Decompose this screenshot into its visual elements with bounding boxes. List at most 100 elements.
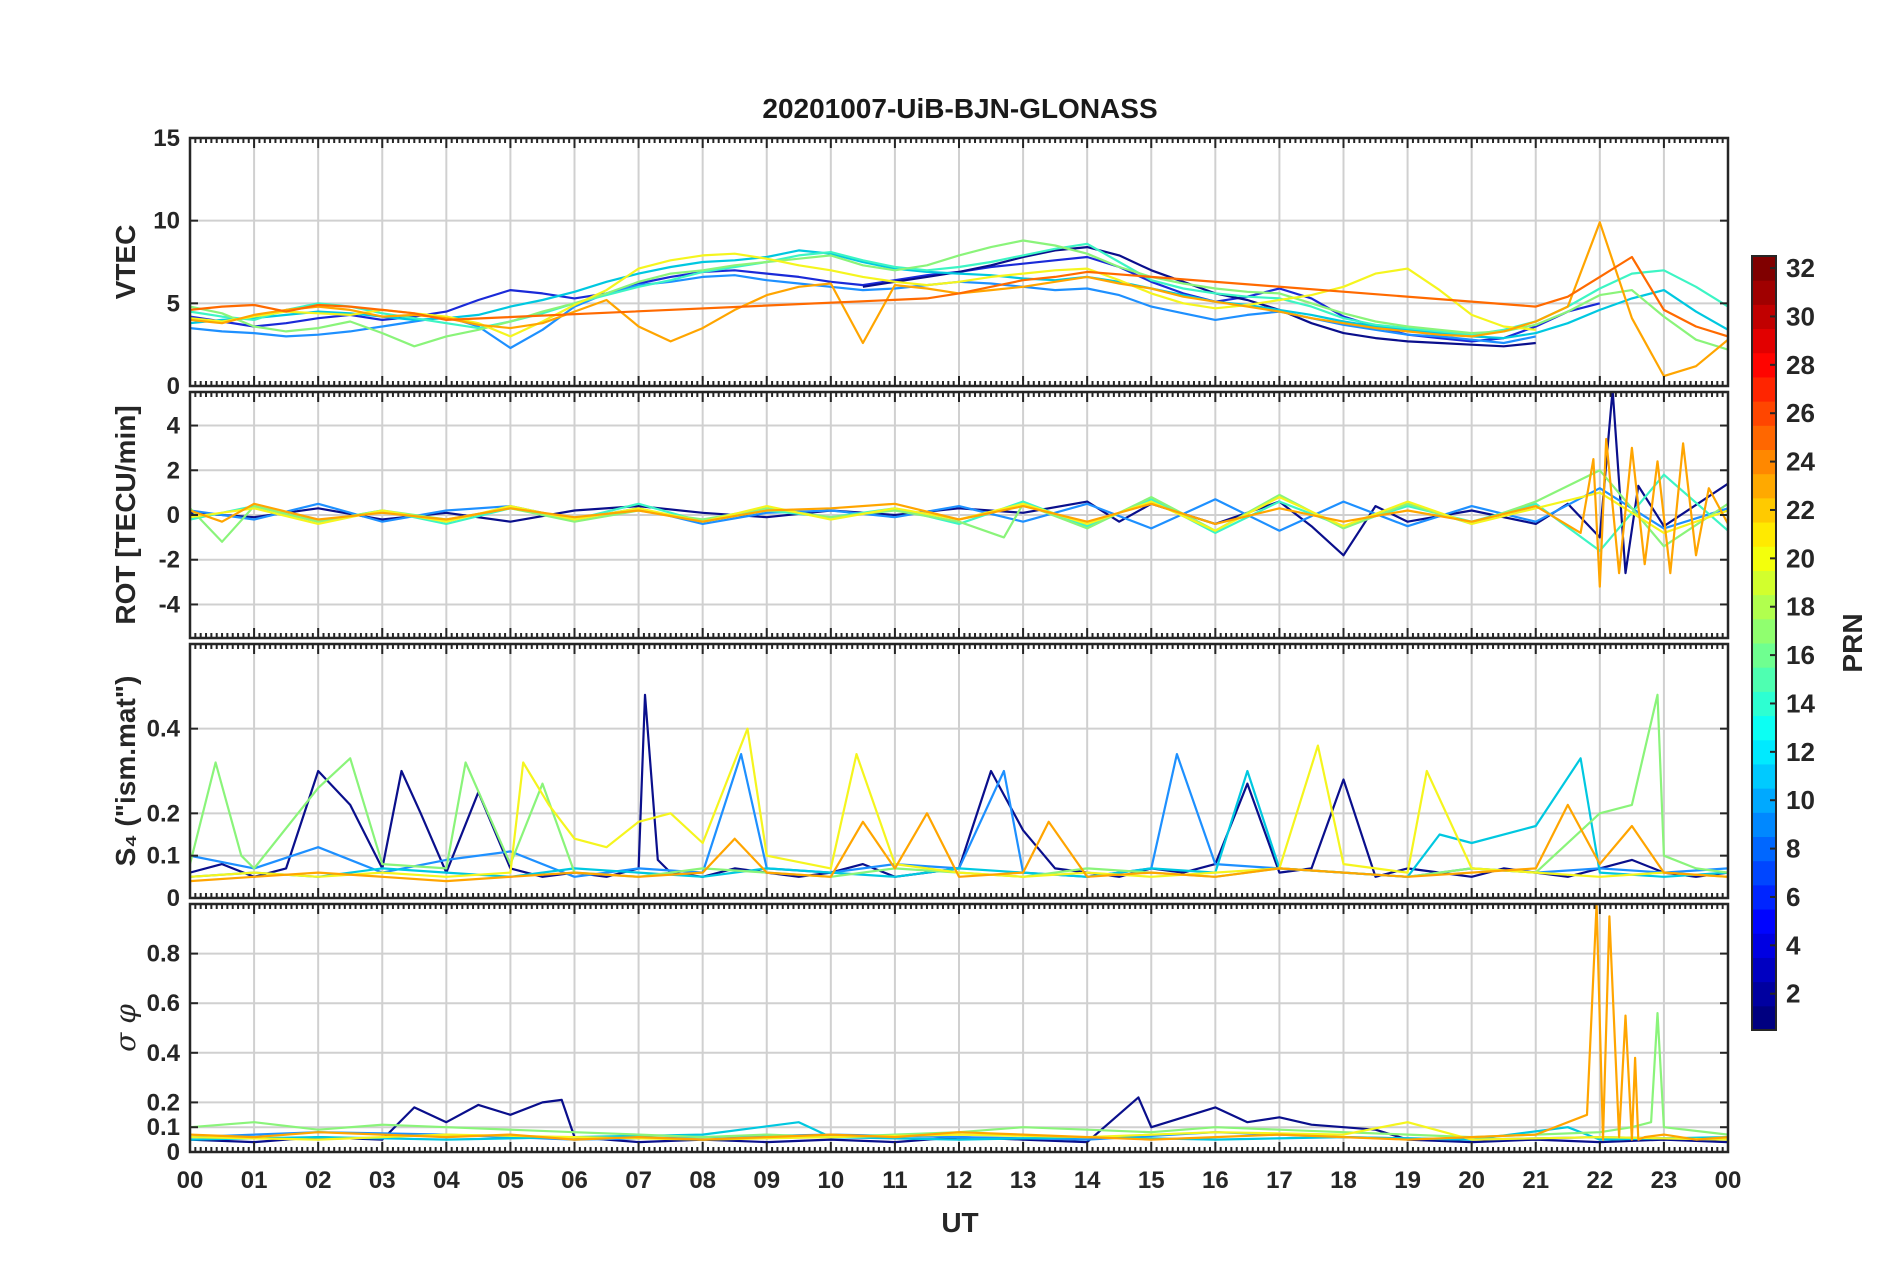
colorbar-segment (1752, 328, 1776, 354)
series-line-sigma-6 (190, 904, 1728, 1141)
x-tick-label: 20 (1458, 1167, 1485, 1194)
y-tick-label: -4 (159, 591, 181, 618)
x-tick-label: 11 (882, 1167, 907, 1194)
colorbar-segment (1752, 618, 1776, 644)
ticks-sigma (189, 904, 1729, 1153)
colorbar-segment (1752, 570, 1776, 596)
x-tick-label: 14 (1074, 1167, 1101, 1194)
y-tick-label: 0.4 (147, 1040, 181, 1067)
colorbar-segment (1752, 1005, 1776, 1031)
y-tick-label: 0.2 (147, 800, 180, 827)
series-line-rot-6 (190, 437, 1728, 588)
y-tick-label: 10 (153, 208, 180, 235)
panel-s4: 0 0.1 0.2 0.4S₄ ("ism.mat") (110, 642, 1730, 912)
series-line-sigma-4 (190, 1011, 1728, 1139)
x-tick-label: 18 (1330, 1167, 1357, 1194)
colorbar-tick-label: 16 (1786, 640, 1815, 670)
colorbar-segment (1752, 522, 1776, 547)
series-line-vtec-5 (190, 242, 1728, 336)
colorbar-tick-label: 18 (1786, 592, 1815, 622)
x-axis-label: UT (941, 1207, 978, 1238)
colorbar-segment (1752, 860, 1776, 886)
colorbar-segment (1752, 763, 1776, 789)
colorbar-tick-label: 10 (1786, 785, 1815, 815)
series-group-vtec (190, 221, 1728, 378)
colorbar-tick-label: 20 (1786, 543, 1815, 573)
grid-rot (189, 392, 1729, 638)
x-tick-label: 07 (625, 1167, 652, 1194)
colorbar-segment (1752, 425, 1776, 450)
colorbar-frame (1751, 255, 1777, 1031)
colorbar-tick-label: 30 (1786, 301, 1815, 331)
x-tick-label: 19 (1394, 1167, 1421, 1194)
colorbar-tick-label: 8 (1786, 834, 1800, 864)
x-tick-label: 17 (1266, 1167, 1293, 1194)
y-axis-label-rot: ROT [TECU/min] (110, 405, 141, 624)
colorbar-tick-label: 26 (1786, 398, 1815, 428)
colorbar-segment (1752, 715, 1776, 741)
colorbar-tick-label: 24 (1786, 447, 1815, 477)
ticks-vtec (189, 137, 1729, 387)
y-tick-label: 0 (167, 885, 180, 912)
colorbar-segment (1752, 280, 1776, 305)
colorbar-segment (1752, 667, 1776, 692)
series-line-rot-1 (190, 392, 1728, 575)
series-line-rot-2 (190, 487, 1728, 532)
series-line-sigma-3 (190, 1121, 1728, 1141)
colorbar-tick-label: 4 (1786, 930, 1801, 960)
x-tick-label: 00 (177, 1167, 204, 1194)
series-line-vtec-2 (862, 246, 1536, 348)
ticks-s4 (189, 644, 1729, 899)
colorbar-tick-label: 12 (1786, 737, 1815, 767)
x-tick-label: 06 (561, 1167, 588, 1194)
x-tick-label: 21 (1522, 1167, 1549, 1194)
x-tick-label: 22 (1586, 1167, 1613, 1194)
y-tick-label: 0 (167, 1139, 180, 1166)
x-tick-label: 00 (1715, 1167, 1742, 1194)
y-tick-label: 0.6 (147, 990, 180, 1017)
y-tick-label: 0.4 (147, 716, 181, 743)
y-tick-label: -2 (159, 547, 180, 574)
colorbar-tick-label: 22 (1786, 495, 1815, 525)
series-group-rot (190, 392, 1728, 588)
x-tick-label: 02 (305, 1167, 332, 1194)
colorbar-segment (1752, 473, 1776, 499)
series-group-s4 (190, 693, 1728, 883)
series-group-sigma (190, 904, 1728, 1144)
y-tick-label: 0 (167, 373, 180, 400)
series-line-vtec-9 (190, 255, 1728, 338)
y-tick-label: 2 (167, 457, 180, 484)
x-tick-label: 10 (817, 1167, 844, 1194)
colorbar-segment (1752, 376, 1776, 402)
y-tick-label: 0.1 (147, 843, 180, 870)
series-line-s4-5 (190, 727, 1728, 878)
panel-sigma: 00.10.2 0.4 0.6 0.8 σ φ (109, 902, 1730, 1166)
panel-vtec: 0 5 10 15 VTEC (110, 125, 1730, 400)
y-axis-label-vtec: VTEC (110, 225, 141, 300)
colorbar-label: PRN (1837, 613, 1868, 672)
colorbar-tick-label: 14 (1786, 688, 1815, 718)
series-line-s4-6 (190, 803, 1728, 883)
ticks-rot (189, 392, 1729, 638)
colorbar-tick-label: 28 (1786, 350, 1815, 380)
colorbar-tick-label: 32 (1786, 253, 1815, 283)
x-tick-label: 04 (433, 1167, 460, 1194)
y-tick-label: 4 (167, 413, 181, 440)
y-axis-label-sigma: σ φ (109, 1004, 142, 1052)
chart-title: 20201007-UiB-BJN-GLONASS (762, 93, 1157, 124)
colorbar-segment (1752, 909, 1776, 934)
colorbar-segment (1752, 812, 1776, 837)
colorbar-tick-label: 2 (1786, 979, 1800, 1009)
y-tick-label: 0.2 (147, 1089, 180, 1116)
x-tick-label: 09 (753, 1167, 780, 1194)
y-tick-label: 0 (167, 502, 180, 529)
y-tick-label: 0.8 (147, 941, 180, 968)
x-tick-label: 15 (1138, 1167, 1165, 1194)
x-tick-label: 12 (946, 1167, 973, 1194)
colorbar-segment (1752, 957, 1776, 983)
y-tick-label: 0.1 (147, 1114, 180, 1141)
y-tick-label: 5 (167, 290, 180, 317)
